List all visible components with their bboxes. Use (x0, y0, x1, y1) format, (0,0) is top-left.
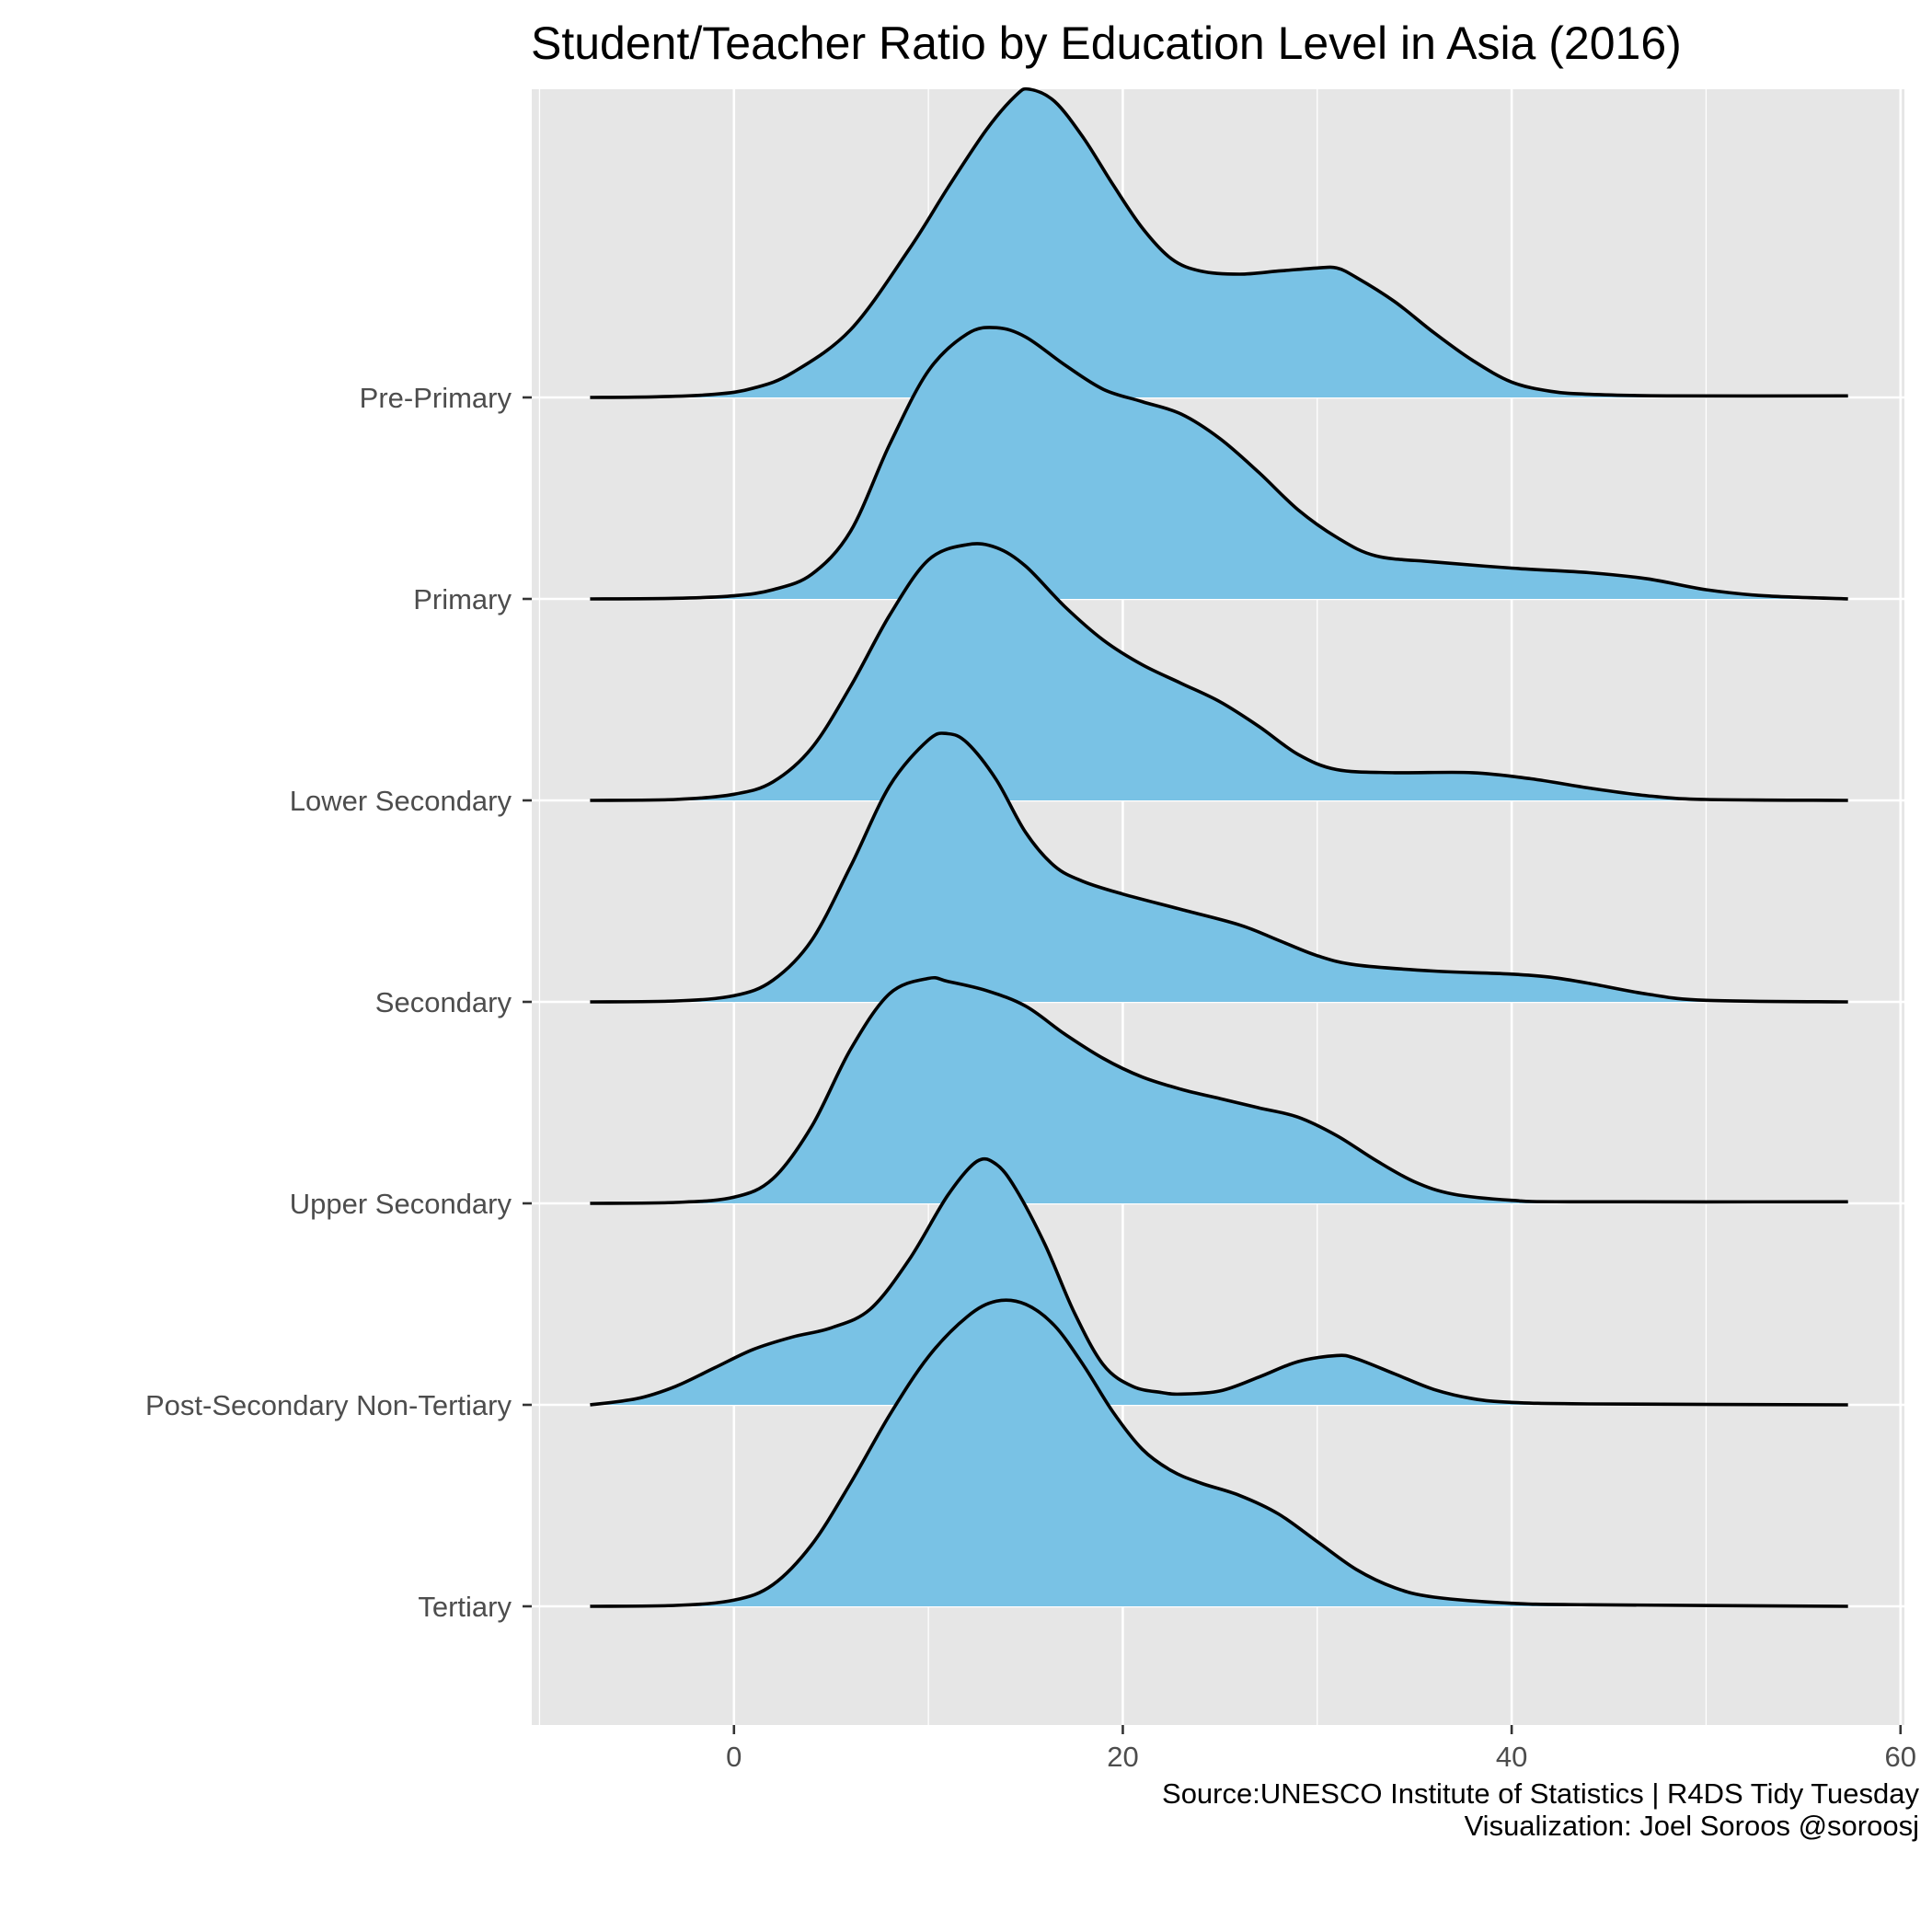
ridge-line-upper-secondary (590, 975, 1848, 1205)
ridge-area-primary (590, 327, 1848, 599)
ridge-area-secondary (590, 732, 1848, 1002)
y-label-lower-secondary: Lower Secondary (290, 785, 512, 817)
caption-credit: Visualization: Joel Soroos @soroosj (1465, 1810, 1919, 1842)
x-tick-label-60: 60 (1885, 1741, 1916, 1773)
x-tick-label-20: 20 (1107, 1741, 1138, 1773)
density-ridges (590, 86, 1848, 1608)
ridge-line-post-secondary-non-tertiary (590, 1156, 1848, 1407)
ridge-line-tertiary (590, 1298, 1848, 1608)
y-label-tertiary: Tertiary (418, 1591, 512, 1623)
ridge-area-lower-secondary (590, 543, 1848, 800)
x-axis: 0 20 40 60 (726, 1725, 1916, 1773)
ridge-line-primary (590, 326, 1848, 601)
y-label-pre-primary: Pre-Primary (360, 382, 512, 414)
x-tick-label-40: 40 (1496, 1741, 1527, 1773)
x-tick-label-0: 0 (726, 1741, 742, 1773)
ridge-area-upper-secondary (590, 977, 1848, 1203)
y-label-secondary: Secondary (375, 986, 512, 1018)
y-label-upper-secondary: Upper Secondary (290, 1188, 512, 1220)
ridge-line-lower-secondary (590, 542, 1848, 802)
ridge-line-secondary (590, 731, 1848, 1004)
ridge-line-pre-primary (590, 86, 1848, 399)
caption-source: Source:UNESCO Institute of Statistics | … (1162, 1777, 1919, 1810)
chart-title: Student/Teacher Ratio by Education Level… (531, 17, 1682, 69)
ridge-area-pre-primary (590, 88, 1848, 397)
y-label-post-secondary-non-tertiary: Post-Secondary Non-Tertiary (145, 1389, 512, 1421)
ridge-area-post-secondary-non-tertiary (590, 1158, 1848, 1405)
ridge-area-tertiary (590, 1300, 1848, 1606)
y-label-primary: Primary (413, 583, 512, 615)
y-axis: Pre-Primary Primary Lower Secondary Seconda… (145, 382, 532, 1623)
